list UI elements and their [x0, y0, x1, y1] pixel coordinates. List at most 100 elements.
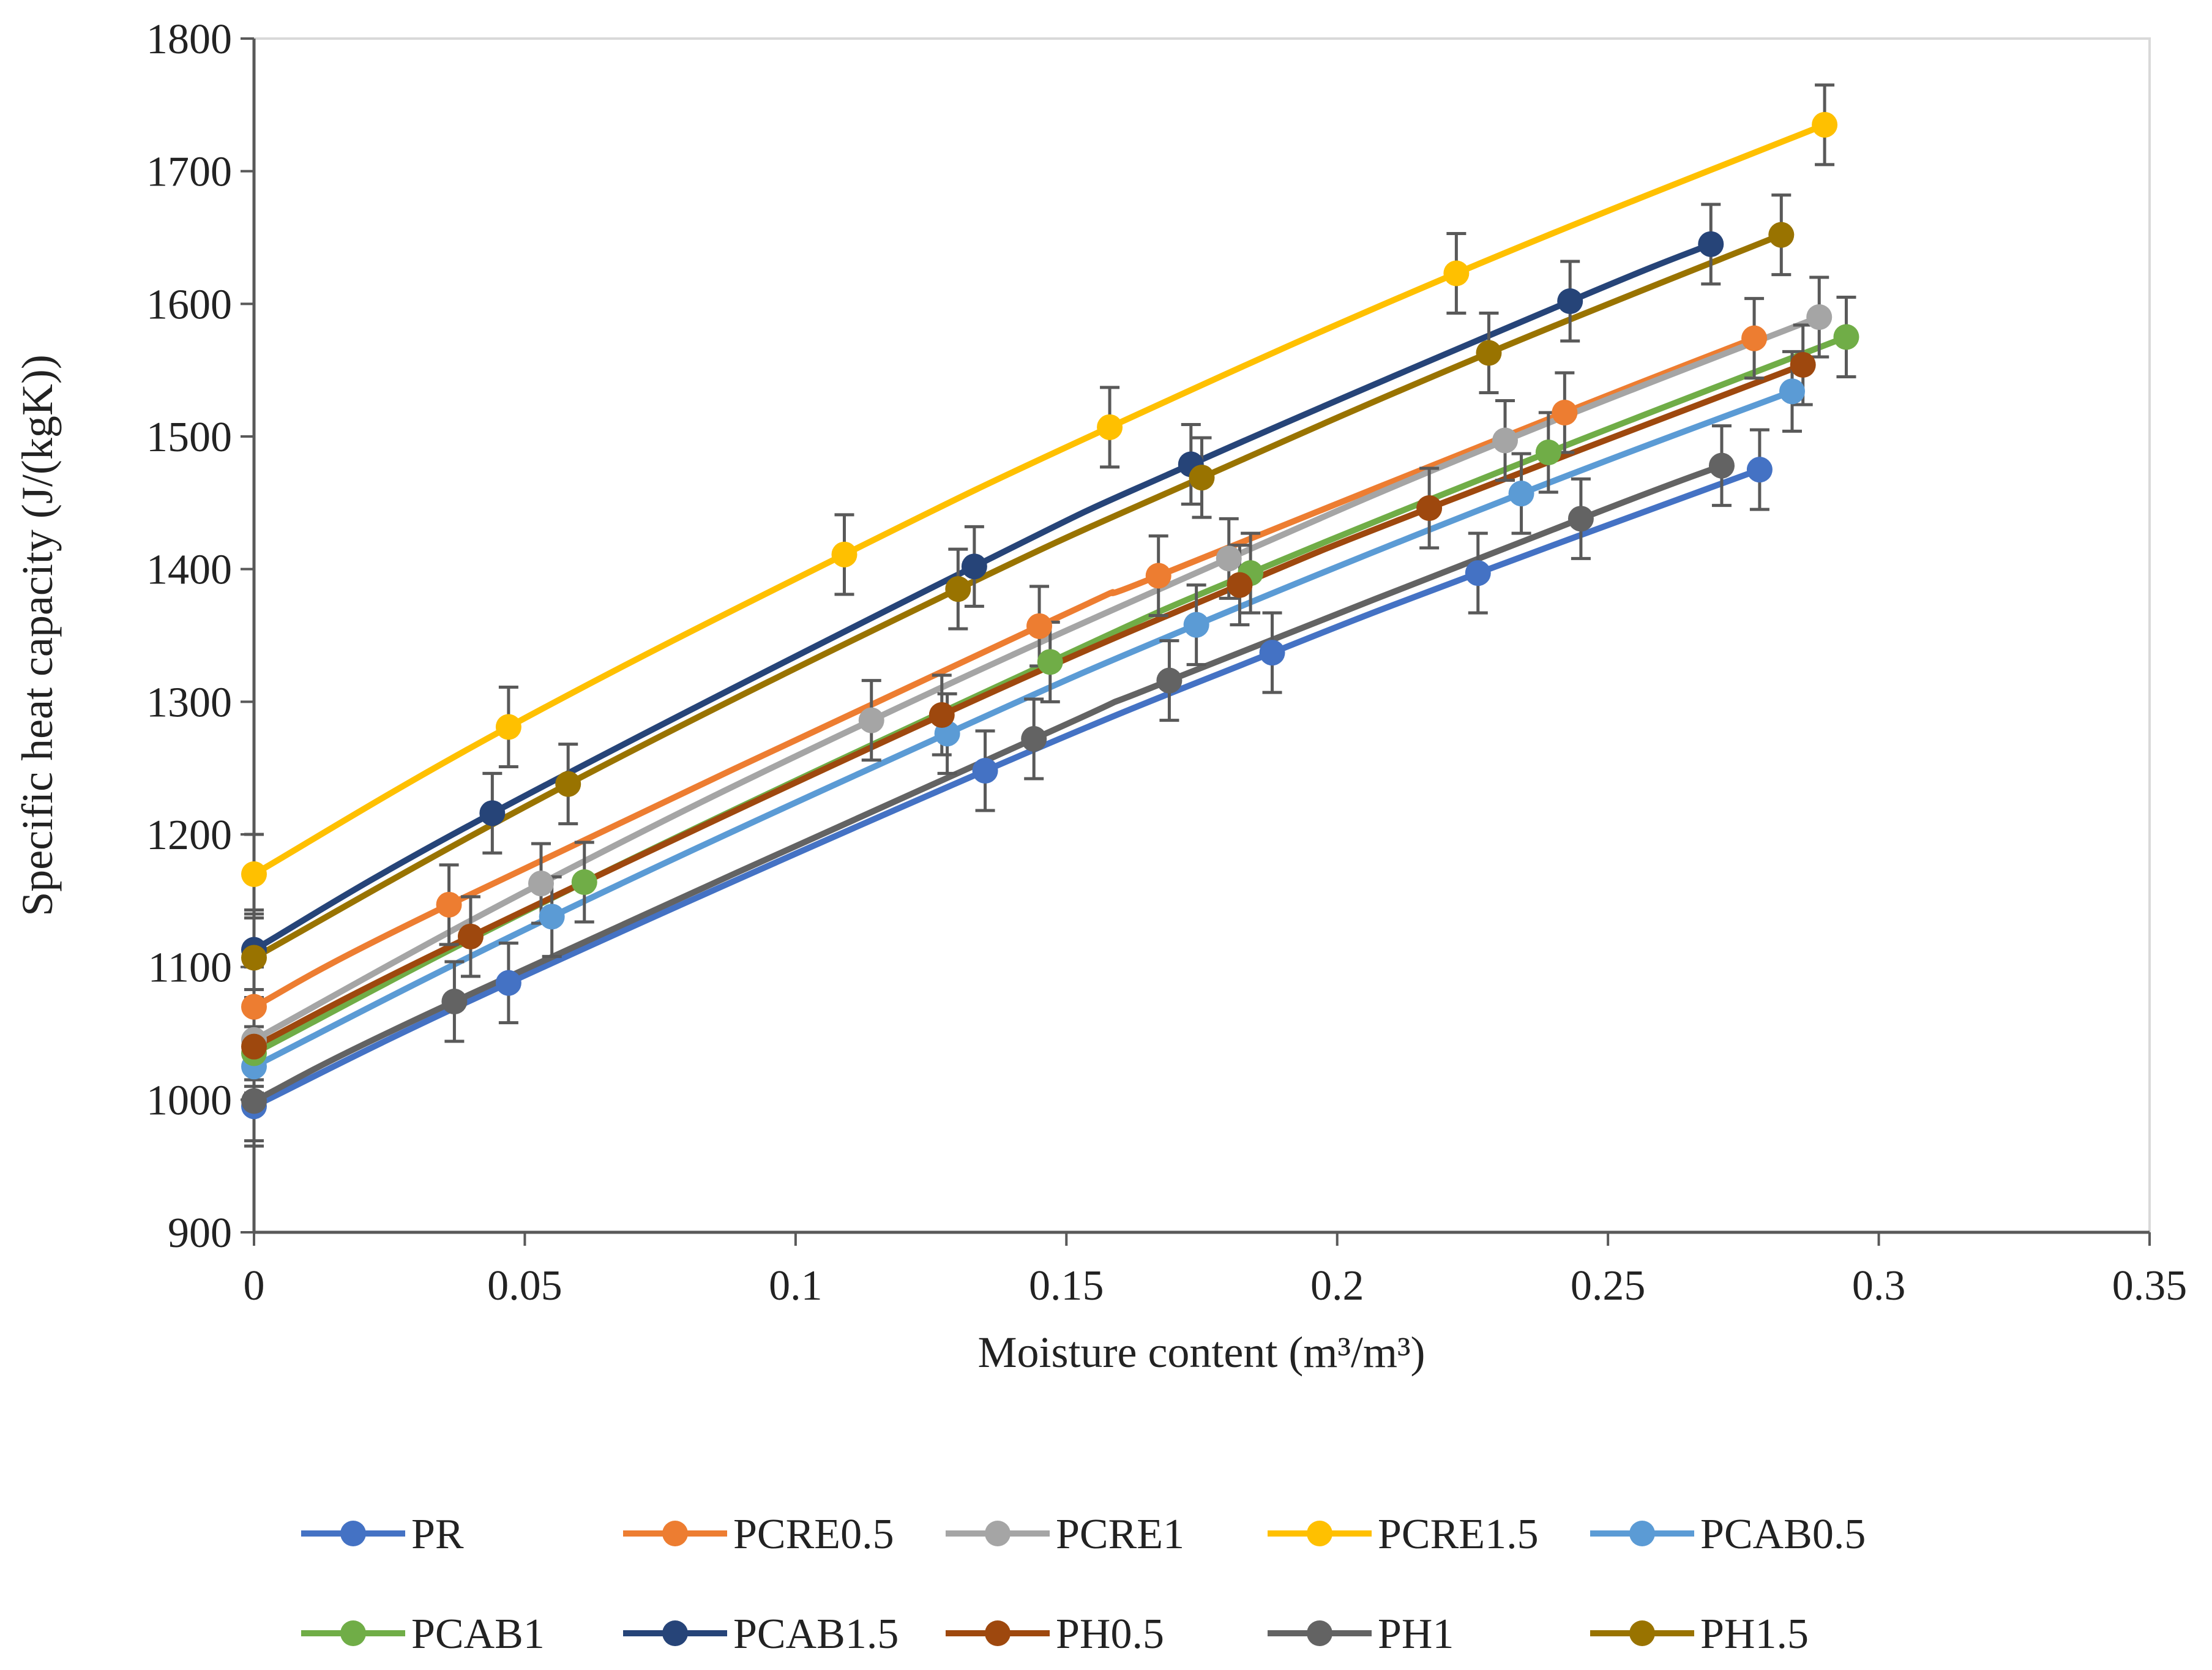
x-tick-label: 0	[244, 1262, 265, 1309]
data-point-ph1	[441, 989, 468, 1014]
data-point-ph1-5	[555, 771, 581, 797]
data-point-pr	[972, 758, 998, 784]
data-point-ph1	[241, 1088, 267, 1114]
data-point-ph0-5	[1227, 572, 1253, 598]
x-tick-label: 0.1	[769, 1262, 823, 1309]
data-point-pcab0-5	[1779, 378, 1805, 405]
y-ticks: 900 1000 1100 1200 1300 1400 1500 1600 1700 1800	[146, 16, 254, 1257]
legend-swatch-marker	[662, 1521, 688, 1546]
data-point-pcre0-5	[1741, 325, 1768, 351]
legend-label: PR	[411, 1511, 464, 1558]
data-point-ph0-5	[457, 923, 484, 949]
legend-swatch-marker	[340, 1521, 366, 1546]
data-point-pr	[1259, 640, 1285, 666]
data-point-pcab1	[1535, 440, 1561, 465]
data-point-pcre1	[528, 871, 554, 897]
y-tick-label: 1200	[146, 812, 232, 859]
data-point-ph0-5	[1416, 495, 1443, 521]
x-ticks: 0 0.05 0.1 0.15 0.2 0.25 0.3 0.35	[244, 1232, 2188, 1309]
legend-item-ph0-5: PH0.5	[946, 1611, 1164, 1658]
data-point-pcre1	[1216, 545, 1242, 572]
data-point-ph1-5	[945, 576, 971, 602]
y-axis-title: Specific heat capacity (J/(kgK))	[13, 354, 62, 916]
legend-swatch-marker	[1629, 1620, 1655, 1646]
data-point-ph1	[1708, 452, 1735, 479]
series-line-pr	[251, 466, 1763, 1110]
data-point-pcab1-5	[961, 553, 987, 580]
data-point-pcre1-5	[1097, 414, 1123, 440]
data-point-pcab1	[571, 869, 597, 895]
legend-item-pr: PR	[301, 1511, 464, 1558]
legend-swatch-marker	[985, 1521, 1011, 1546]
data-point-pcab1-5	[479, 800, 506, 826]
legend-swatch-marker	[1307, 1620, 1332, 1646]
y-tick-label: 1700	[146, 149, 232, 196]
data-point-ph0-5	[929, 702, 955, 728]
data-point-pcab0-5	[1183, 612, 1209, 638]
legend-swatch-marker	[985, 1620, 1011, 1646]
legend-label: PH0.5	[1056, 1611, 1164, 1658]
legend-item-pcre0-5: PCRE0.5	[623, 1511, 894, 1558]
data-point-pcre0-5	[1552, 400, 1578, 425]
data-point-pcre1	[1492, 427, 1519, 454]
legend-label: PCAB1.5	[733, 1611, 899, 1658]
data-point-pcab0-5	[539, 904, 565, 930]
legend-item-pcre1-5: PCRE1.5	[1268, 1511, 1539, 1558]
legend-label: PCRE1.5	[1378, 1511, 1539, 1558]
data-point-pcre0-5	[1026, 613, 1053, 639]
data-point-pcre1-5	[1812, 111, 1838, 138]
series-layer	[241, 83, 1859, 1148]
data-point-pcre1-5	[495, 714, 521, 740]
series-line-pcre1-5	[251, 121, 1828, 877]
legend-swatch-marker	[662, 1620, 688, 1646]
data-point-ph0-5	[1790, 352, 1816, 378]
data-point-pcab1	[1037, 649, 1063, 675]
x-tick-label: 0.15	[1029, 1262, 1104, 1309]
data-point-pr	[1465, 560, 1491, 586]
data-point-ph1-5	[1768, 222, 1795, 248]
legend-item-ph1-5: PH1.5	[1590, 1611, 1809, 1658]
data-point-pcab1-5	[1698, 231, 1724, 257]
y-tick-label: 900	[168, 1210, 232, 1257]
series-line-pcab1-5	[251, 241, 1714, 953]
data-point-pcre1	[1806, 304, 1833, 330]
data-point-ph1	[1567, 506, 1594, 532]
data-point-pcre0-5	[436, 891, 462, 918]
legend-item-ph1: PH1	[1268, 1611, 1454, 1658]
data-point-pr	[495, 970, 521, 996]
x-tick-label: 0.25	[1571, 1262, 1646, 1309]
legend-item-pcab0-5: PCAB0.5	[1590, 1511, 1866, 1558]
legend: PR PCRE0.5 PCRE1 PCRE1.5 PCAB0.5 PCAB1 PCAB1.5…	[301, 1511, 1866, 1658]
legend-swatch-marker	[1307, 1521, 1332, 1546]
x-tick-label: 0.05	[487, 1262, 562, 1309]
data-point-pcre1-5	[831, 541, 858, 567]
legend-label: PCAB0.5	[1700, 1511, 1866, 1558]
legend-swatch-marker	[340, 1620, 366, 1646]
legend-label: PCAB1	[411, 1611, 545, 1658]
series-line-pcab0-5	[251, 388, 1795, 1070]
data-point-pcre1-5	[241, 861, 267, 887]
data-point-ph1	[1156, 667, 1183, 694]
data-point-pcab1	[1833, 324, 1859, 350]
x-tick-label: 0.2	[1310, 1262, 1364, 1309]
data-point-pcre1	[858, 707, 884, 733]
y-tick-label: 1400	[146, 547, 232, 594]
legend-item-pcab1: PCAB1	[301, 1611, 545, 1658]
legend-swatch-marker	[1629, 1521, 1655, 1546]
y-tick-label: 1800	[146, 16, 232, 63]
x-tick-label: 0.35	[2112, 1262, 2188, 1309]
data-point-ph1-5	[1476, 340, 1502, 366]
data-point-ph1	[1021, 726, 1047, 752]
data-point-ph1-5	[241, 945, 267, 971]
legend-item-pcab1-5: PCAB1.5	[623, 1611, 899, 1658]
y-tick-label: 1300	[146, 679, 232, 726]
y-tick-label: 1100	[148, 945, 232, 992]
data-point-ph1-5	[1189, 465, 1215, 491]
data-point-pcre0-5	[1145, 563, 1171, 589]
y-tick-label: 1500	[146, 414, 232, 461]
legend-label: PCRE1	[1056, 1511, 1184, 1558]
data-point-pcab0-5	[1508, 481, 1534, 507]
data-point-pcab1-5	[1557, 288, 1583, 314]
data-point-pcre0-5	[241, 994, 267, 1020]
